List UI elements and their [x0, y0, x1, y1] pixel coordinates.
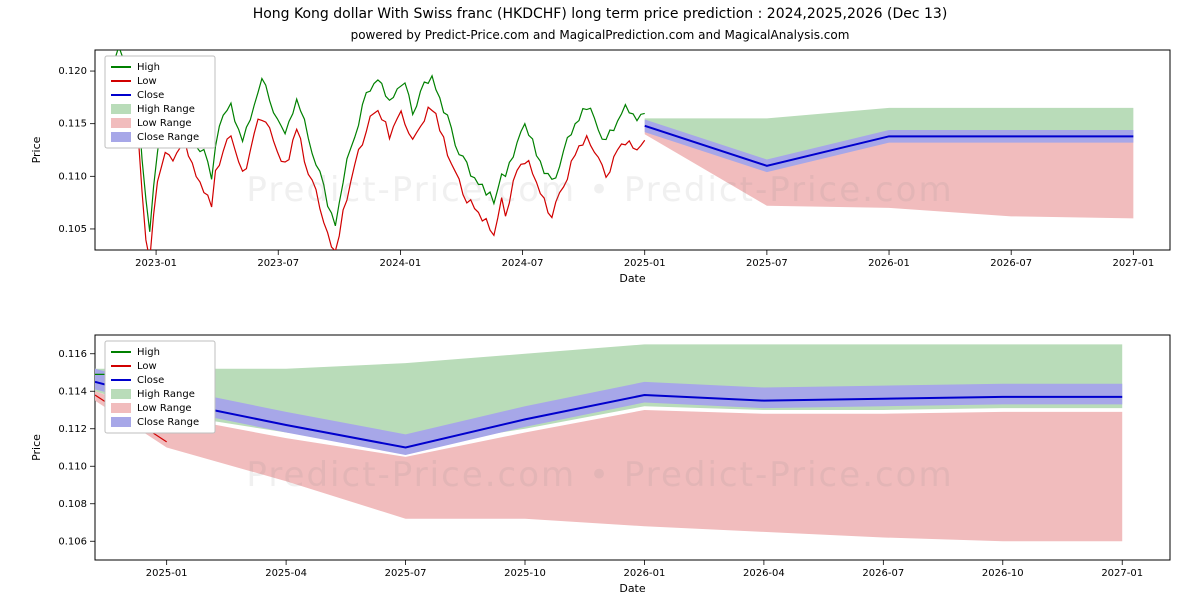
svg-text:0.110: 0.110 [58, 171, 87, 182]
svg-text:0.106: 0.106 [58, 536, 87, 547]
legend-item-high-range: High Range [137, 389, 195, 400]
legend-item-close-range: Close Range [137, 132, 199, 143]
svg-text:2026-04: 2026-04 [743, 568, 785, 579]
svg-text:0.108: 0.108 [58, 499, 87, 510]
svg-text:2024-07: 2024-07 [502, 258, 544, 269]
svg-text:Date: Date [619, 272, 646, 285]
svg-text:Date: Date [619, 582, 646, 595]
chart-svg: 0.105 0.110 0.115 0.120 2023-01 2023-07 2024-0… [0, 0, 1200, 600]
svg-text:2025-07: 2025-07 [385, 568, 427, 579]
svg-text:0.114: 0.114 [58, 386, 87, 397]
legend-item-close: Close [137, 90, 164, 101]
legend-item-high: High [137, 62, 160, 73]
chart-title: Hong Kong dollar With Swiss franc (HKDCH… [0, 6, 1200, 22]
svg-text:2027-01: 2027-01 [1112, 258, 1154, 269]
legend-item-low-range: Low Range [137, 403, 192, 414]
svg-text:2026-01: 2026-01 [624, 568, 666, 579]
legend-item-low: Low [137, 76, 157, 87]
svg-text:2024-01: 2024-01 [379, 258, 421, 269]
svg-text:2025-07: 2025-07 [746, 258, 788, 269]
svg-text:2023-07: 2023-07 [257, 258, 299, 269]
svg-text:0.105: 0.105 [58, 224, 87, 235]
chart-subtitle: powered by Predict-Price.com and Magical… [0, 28, 1200, 42]
svg-text:0.120: 0.120 [58, 66, 87, 77]
svg-text:2025-01: 2025-01 [146, 568, 188, 579]
svg-text:Price: Price [30, 434, 43, 461]
svg-text:0.110: 0.110 [58, 461, 87, 472]
svg-text:2025-10: 2025-10 [504, 568, 546, 579]
svg-text:2027-01: 2027-01 [1101, 568, 1143, 579]
panel-1: 0.105 0.110 0.115 0.120 2023-01 2023-07 2024-0… [30, 47, 1170, 285]
svg-text:0.115: 0.115 [58, 119, 87, 130]
svg-text:2026-01: 2026-01 [868, 258, 910, 269]
legend-item-low-range: Low Range [137, 118, 192, 129]
legend-item-high: High [137, 347, 160, 358]
svg-text:0.112: 0.112 [58, 424, 87, 435]
svg-text:2026-10: 2026-10 [982, 568, 1024, 579]
svg-text:Price: Price [30, 136, 43, 163]
panel-2: 0.106 0.108 0.110 0.112 0.114 0.116 2025-01 202… [30, 335, 1170, 595]
legend-item-low: Low [137, 361, 157, 372]
svg-text:2025-04: 2025-04 [265, 568, 307, 579]
legend-item-close-range: Close Range [137, 417, 199, 428]
svg-text:2026-07: 2026-07 [990, 258, 1032, 269]
svg-text:2026-07: 2026-07 [862, 568, 904, 579]
legend-item-close: Close [137, 375, 164, 386]
legend-item-high-range: High Range [137, 104, 195, 115]
svg-text:2025-01: 2025-01 [624, 258, 666, 269]
svg-text:0.116: 0.116 [58, 349, 87, 360]
svg-text:2023-01: 2023-01 [135, 258, 177, 269]
